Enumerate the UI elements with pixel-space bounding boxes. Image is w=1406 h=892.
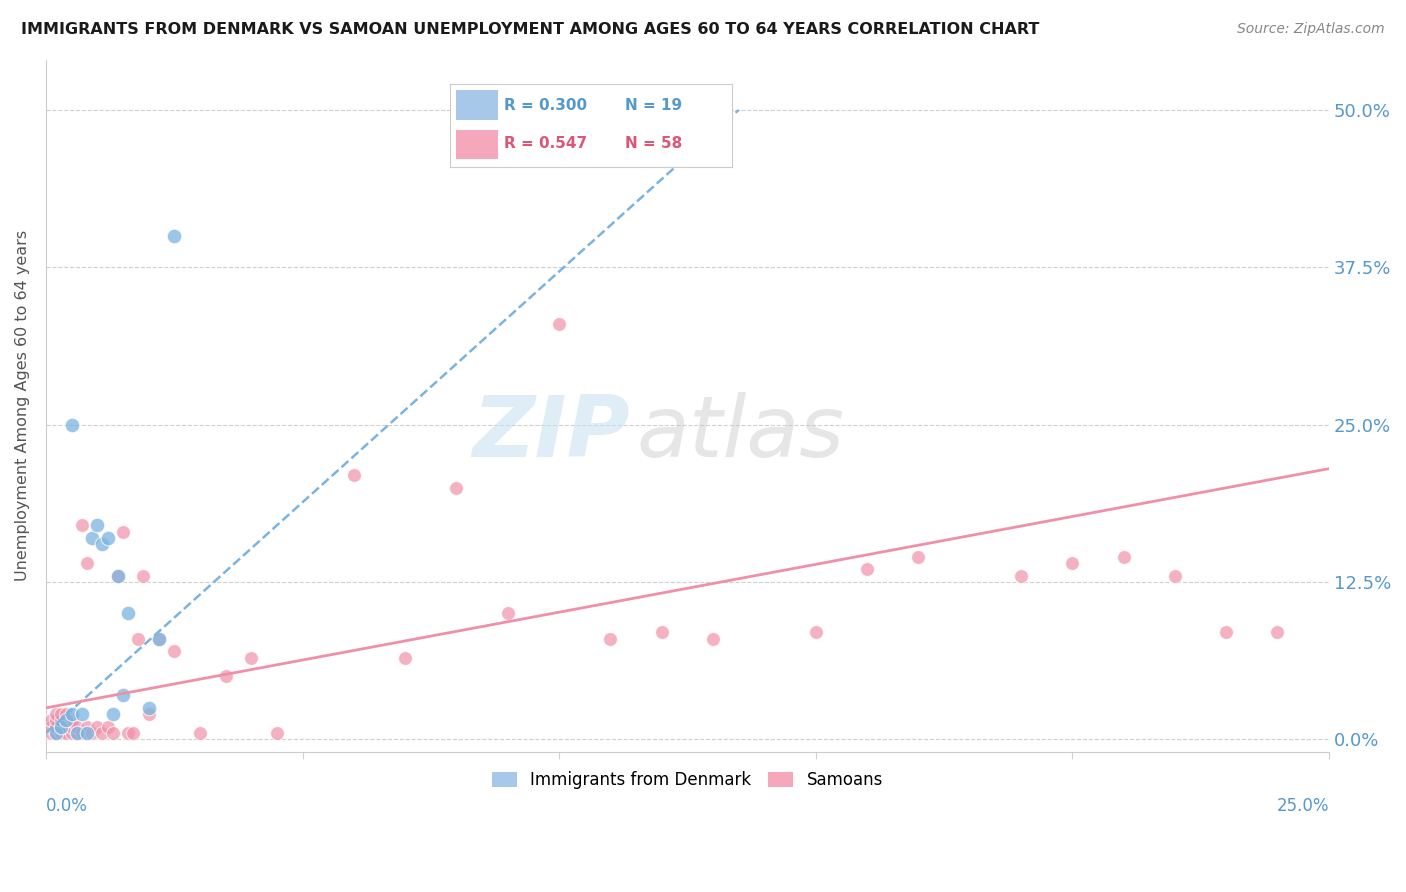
Point: [51, 720, 73, 734]
Point: [101, 726, 124, 740]
Point: [122, 726, 145, 740]
Point: [45, 714, 67, 728]
Point: [548, 317, 571, 331]
Point: [60, 720, 83, 734]
Point: [86, 518, 108, 533]
Point: [148, 632, 170, 646]
Point: [96, 531, 118, 545]
Point: [82, 531, 104, 545]
Point: [1164, 568, 1187, 582]
Point: [39, 726, 62, 740]
Point: [70, 707, 93, 722]
Point: [111, 524, 134, 539]
Point: [51, 707, 73, 722]
Point: [86, 720, 108, 734]
Point: [266, 726, 288, 740]
Point: [45, 707, 67, 722]
Point: [148, 632, 170, 646]
Point: [1112, 549, 1135, 564]
Point: [66, 726, 89, 740]
Point: [45, 726, 67, 740]
Text: IMMIGRANTS FROM DENMARK VS SAMOAN UNEMPLOYMENT AMONG AGES 60 TO 64 YEARS CORRELA: IMMIGRANTS FROM DENMARK VS SAMOAN UNEMPL…: [21, 22, 1039, 37]
Point: [188, 726, 211, 740]
Point: [163, 228, 186, 243]
Point: [66, 720, 89, 734]
Point: [60, 714, 83, 728]
Point: [45, 726, 67, 740]
Text: ZIP: ZIP: [472, 392, 630, 475]
Point: [107, 568, 129, 582]
Point: [240, 650, 263, 665]
Point: [138, 707, 160, 722]
Point: [214, 669, 236, 683]
Point: [70, 518, 93, 533]
Point: [117, 726, 139, 740]
Legend: Immigrants from Denmark, Samoans: Immigrants from Denmark, Samoans: [485, 764, 890, 796]
Point: [1062, 556, 1084, 570]
Point: [45, 720, 67, 734]
Point: [101, 707, 124, 722]
Point: [132, 568, 155, 582]
Point: [599, 632, 621, 646]
Point: [51, 726, 73, 740]
Point: [76, 720, 98, 734]
Point: [804, 625, 827, 640]
Point: [76, 556, 98, 570]
Text: atlas: atlas: [636, 392, 844, 475]
Point: [66, 726, 89, 740]
Y-axis label: Unemployment Among Ages 60 to 64 years: Unemployment Among Ages 60 to 64 years: [15, 230, 30, 582]
Point: [60, 726, 83, 740]
Point: [91, 537, 114, 551]
Point: [496, 607, 519, 621]
Point: [856, 562, 879, 576]
Point: [138, 701, 160, 715]
Point: [60, 707, 83, 722]
Point: [55, 707, 77, 722]
Point: [446, 481, 468, 495]
Point: [51, 714, 73, 728]
Point: [702, 632, 724, 646]
Point: [1215, 625, 1237, 640]
Point: [343, 467, 366, 482]
Point: [70, 726, 93, 740]
Point: [60, 417, 83, 432]
Point: [651, 625, 673, 640]
Point: [51, 720, 73, 734]
Point: [55, 720, 77, 734]
Point: [394, 650, 416, 665]
Point: [907, 549, 929, 564]
Point: [1267, 625, 1289, 640]
Point: [117, 607, 139, 621]
Point: [39, 714, 62, 728]
Point: [82, 726, 104, 740]
Point: [96, 720, 118, 734]
Text: 0.0%: 0.0%: [46, 797, 87, 815]
Text: Source: ZipAtlas.com: Source: ZipAtlas.com: [1237, 22, 1385, 37]
Point: [39, 720, 62, 734]
Point: [163, 644, 186, 658]
Point: [1010, 568, 1032, 582]
Point: [55, 726, 77, 740]
Point: [127, 632, 149, 646]
Point: [107, 568, 129, 582]
Text: 25.0%: 25.0%: [1277, 797, 1329, 815]
Point: [91, 726, 114, 740]
Point: [111, 688, 134, 702]
Point: [55, 714, 77, 728]
Point: [76, 726, 98, 740]
